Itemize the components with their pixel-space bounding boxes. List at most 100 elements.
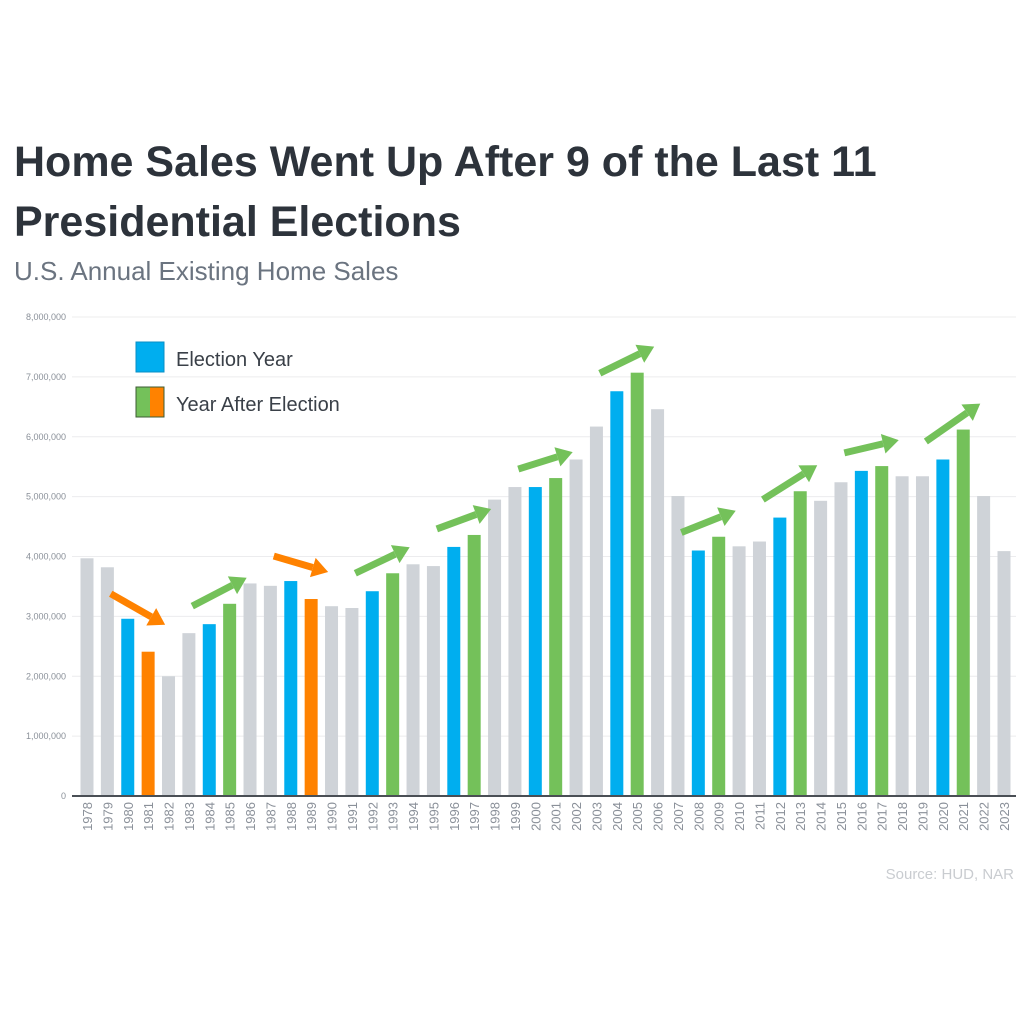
x-tick-label: 2015: [834, 802, 849, 831]
x-tick-label: 2000: [528, 802, 543, 831]
source-note: Source: HUD, NAR: [885, 866, 1014, 883]
x-tick-label: 2022: [977, 802, 992, 831]
x-tick-label: 2011: [752, 802, 767, 830]
up-arrow-icon: [798, 465, 818, 483]
bar-1998: [488, 499, 502, 796]
x-tick-label: 1979: [100, 802, 115, 831]
bar-2008: [691, 550, 705, 796]
bar-2005: [630, 372, 644, 796]
x-tick-label: 1992: [365, 802, 380, 831]
x-tick-label: 2013: [793, 802, 808, 831]
x-tick-label: 2005: [630, 802, 645, 831]
bar-1988: [284, 581, 298, 796]
bar-2001: [549, 478, 563, 796]
x-tick-label: 1986: [243, 802, 258, 831]
x-tick-label: 1985: [223, 802, 238, 831]
bar-1979: [100, 567, 114, 796]
x-tick-label: 2021: [956, 802, 971, 831]
y-tick-label: 3,000,000: [26, 611, 66, 621]
bar-2022: [977, 496, 991, 796]
up-arrow-icon: [227, 576, 247, 595]
x-tick-label: 2023: [997, 802, 1012, 831]
bar-1995: [426, 566, 440, 796]
up-arrow-icon: [880, 434, 899, 454]
x-tick-label: 2009: [712, 802, 727, 831]
bar-2014: [814, 500, 828, 796]
bar-2017: [875, 466, 889, 796]
legend-swatch-year-after-up: [136, 387, 150, 417]
x-tick-label: 2012: [773, 802, 788, 831]
x-tick-label: 1991: [345, 802, 360, 831]
bar-1982: [162, 676, 176, 796]
up-arrow-icon: [554, 447, 573, 467]
x-tick-label: 1998: [488, 802, 503, 831]
bar-1986: [243, 583, 257, 796]
bar-2019: [915, 476, 929, 796]
x-tick-label: 1995: [426, 802, 441, 831]
bar-2007: [671, 496, 685, 796]
up-arrow-shaft: [843, 440, 884, 457]
bar-2020: [936, 459, 950, 796]
down-arrow-shaft: [272, 552, 314, 571]
bar-2015: [834, 482, 848, 796]
y-tick-label: 6,000,000: [26, 432, 66, 442]
x-tick-label: 1989: [304, 802, 319, 831]
up-arrow-shaft: [435, 511, 478, 533]
x-tick-label: 1999: [508, 802, 523, 831]
up-arrow-icon: [472, 505, 492, 524]
bar-1996: [447, 546, 461, 796]
x-tick-label: 2007: [671, 802, 686, 831]
bar-2016: [854, 470, 868, 796]
y-tick-label: 8,000,000: [26, 312, 66, 322]
x-tick-label: 2001: [549, 802, 564, 831]
x-tick-label: 1982: [162, 802, 177, 831]
bar-2011: [752, 541, 766, 796]
bar-2018: [895, 476, 909, 796]
x-tick-label: 1978: [80, 802, 95, 831]
down-arrow-shaft: [109, 590, 153, 620]
y-tick-label: 5,000,000: [26, 492, 66, 502]
up-arrow-shaft: [190, 582, 235, 610]
bar-2023: [997, 551, 1011, 796]
x-tick-label: 1980: [121, 802, 136, 831]
legend-swatch-border: [135, 386, 165, 418]
x-tick-label: 2008: [691, 802, 706, 831]
bar-1985: [223, 603, 237, 796]
x-tick-label: 2018: [895, 802, 910, 831]
x-tick-label: 2010: [732, 802, 747, 831]
x-tick-label: 2003: [589, 802, 604, 831]
bar-1992: [365, 591, 379, 796]
up-arrow-icon: [717, 507, 736, 526]
bar-1981: [141, 651, 155, 796]
x-tick-label: 1984: [202, 802, 217, 831]
x-tick-label: 1990: [325, 802, 340, 831]
bar-1994: [406, 564, 420, 796]
x-tick-label: 2020: [936, 802, 951, 831]
bar-2012: [773, 517, 787, 796]
bar-1984: [202, 624, 216, 796]
bar-2013: [793, 491, 807, 796]
up-arrow-icon: [961, 403, 981, 421]
x-tick-label: 1983: [182, 802, 197, 831]
legend-label-election-year: Election Year: [176, 349, 293, 371]
up-arrow-shaft: [680, 513, 723, 536]
bar-1983: [182, 633, 196, 796]
up-arrow-shaft: [353, 551, 397, 577]
y-tick-label: 1,000,000: [26, 731, 66, 741]
bar-1978: [80, 558, 94, 796]
x-tick-label: 1997: [467, 802, 482, 831]
x-tick-label: 2004: [610, 802, 625, 831]
down-arrow-icon: [146, 608, 166, 626]
up-arrow-shaft: [760, 470, 806, 503]
bar-2006: [651, 409, 665, 796]
y-tick-label: 7,000,000: [26, 372, 66, 382]
bar-2004: [610, 391, 624, 796]
x-tick-label: 2002: [569, 802, 584, 831]
bar-2002: [569, 459, 583, 796]
x-tick-label: 1987: [263, 802, 278, 831]
x-tick-label: 2019: [915, 802, 930, 831]
y-tick-label: 4,000,000: [26, 552, 66, 562]
y-tick-label: 0: [61, 791, 66, 801]
x-tick-label: 1981: [141, 802, 156, 831]
